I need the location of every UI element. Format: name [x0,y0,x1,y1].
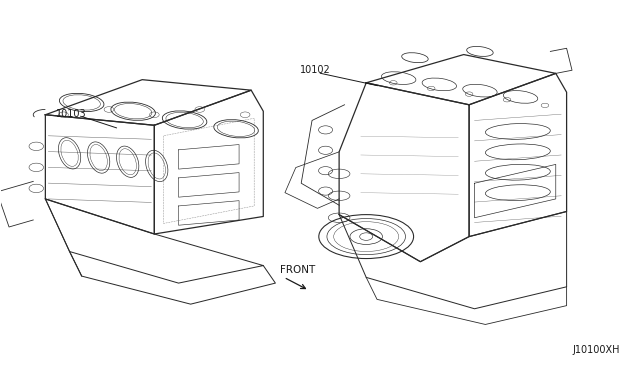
Ellipse shape [350,229,383,244]
Ellipse shape [111,102,156,121]
Circle shape [319,167,333,175]
Ellipse shape [145,150,168,182]
Circle shape [29,163,44,171]
Text: 10103: 10103 [56,109,86,119]
Ellipse shape [60,93,104,112]
Ellipse shape [58,138,81,169]
Text: J10100XH: J10100XH [572,345,620,355]
Ellipse shape [214,120,259,138]
Ellipse shape [116,146,139,177]
Circle shape [29,184,44,193]
Circle shape [360,233,372,240]
Circle shape [319,146,333,154]
Ellipse shape [88,142,110,173]
Circle shape [319,126,333,134]
Circle shape [319,187,333,195]
Ellipse shape [163,111,207,129]
Text: FRONT: FRONT [280,264,316,275]
Ellipse shape [319,215,413,259]
Circle shape [29,142,44,151]
Text: 10102: 10102 [300,65,330,75]
